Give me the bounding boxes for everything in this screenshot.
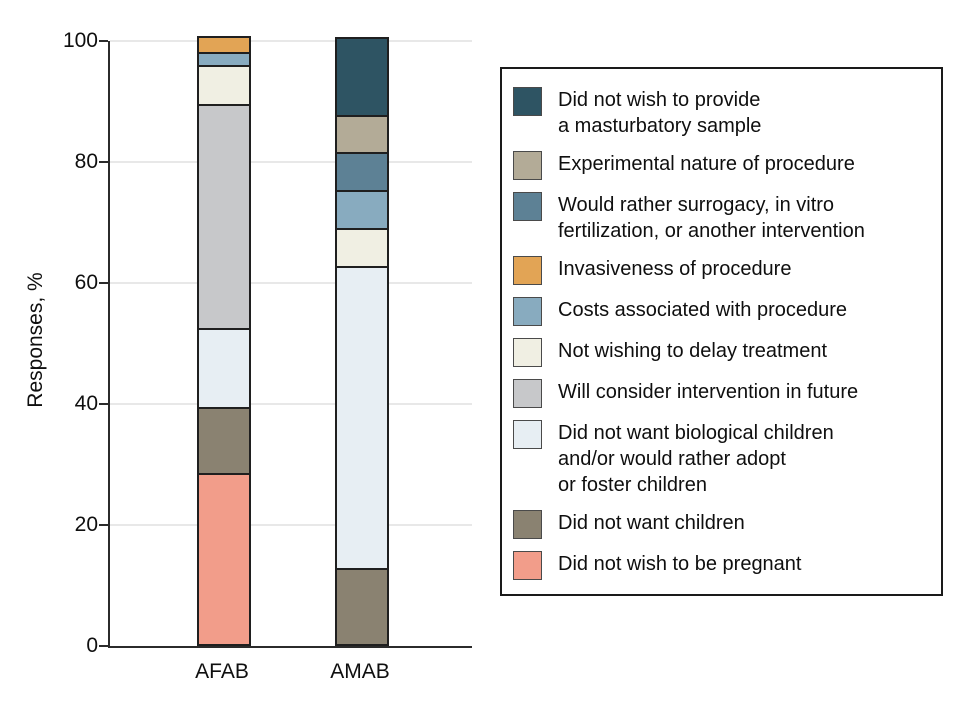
x-category-label-amab: AMAB [330,660,390,683]
gridline-100 [110,40,472,42]
legend-label: Did not want biological children and/or w… [558,422,834,496]
y-tick-label-80: 80 [74,150,98,173]
y-tick-label-20: 20 [74,513,98,536]
legend-label: Did not wish to be pregnant [558,553,802,575]
legend-swatch [513,87,542,116]
y-axis-line [108,41,110,648]
legend-swatch [513,551,542,580]
legend-label: Not wishing to delay treatment [558,340,828,362]
segment [199,38,249,52]
legend-entry: Not wishing to delay treatment [513,338,933,367]
y-tick-80 [99,161,108,163]
y-tick-label-60: 60 [74,271,98,294]
x-category-label-afab: AFAB [195,660,249,683]
gridline-40 [110,403,472,405]
segment [337,190,387,229]
segment [199,65,249,105]
legend-label: Would rather surrogacy, in vitro fertiliz… [558,194,865,242]
y-tick-0 [99,645,108,647]
legend-swatch [513,151,542,180]
legend-swatch [513,379,542,408]
segment [199,406,249,473]
legend-swatch [513,256,542,285]
legend-label: Experimental nature of procedure [558,153,855,175]
gridline-80 [110,161,472,163]
gridline-20 [110,524,472,526]
legend-swatch [513,297,542,326]
legend-entry: Will consider intervention in future [513,379,933,408]
segment [337,39,387,115]
plot-area [99,36,472,648]
legend-label: Will consider intervention in future [558,381,859,403]
segment [337,152,387,191]
y-tick-40 [99,403,108,405]
segment [199,104,249,329]
y-tick-label-0: 0 [86,634,98,657]
legend-entry: Did not want biological children and/or w… [513,420,933,498]
legend-label: Did not want children [558,512,745,534]
bar-amab [335,37,389,646]
segment [199,472,249,644]
segment [199,328,249,407]
bar-afab [197,36,251,646]
legend-label: Did not wish to provide a masturbatory sa… [558,89,762,137]
legend-swatch [513,420,542,449]
legend-swatch [513,510,542,539]
legend-entry: Costs associated with procedure [513,297,933,326]
segment [337,114,387,153]
legend: Did not wish to provide a masturbatory sa… [500,67,943,596]
segment [199,51,249,65]
segment [337,228,387,266]
y-tick-100 [99,40,108,42]
legend-label: Costs associated with procedure [558,299,848,321]
segment [337,265,387,569]
segment [337,568,387,644]
legend-entry: Invasiveness of procedure [513,256,933,285]
legend-label: Invasiveness of procedure [558,258,792,280]
legend-swatch [513,192,542,221]
legend-entry: Did not want children [513,510,933,539]
legend-entry: Did not wish to provide a masturbatory sa… [513,87,933,139]
legend-entry: Would rather surrogacy, in vitro fertiliz… [513,192,933,244]
legend-entry: Experimental nature of procedure [513,151,933,180]
y-tick-label-40: 40 [74,392,98,415]
legend-swatch [513,338,542,367]
x-axis-line [108,646,472,648]
gridline-60 [110,282,472,284]
legend-entry: Did not wish to be pregnant [513,551,933,580]
y-tick-60 [99,282,108,284]
y-tick-label-100: 100 [62,29,98,52]
y-tick-20 [99,524,108,526]
